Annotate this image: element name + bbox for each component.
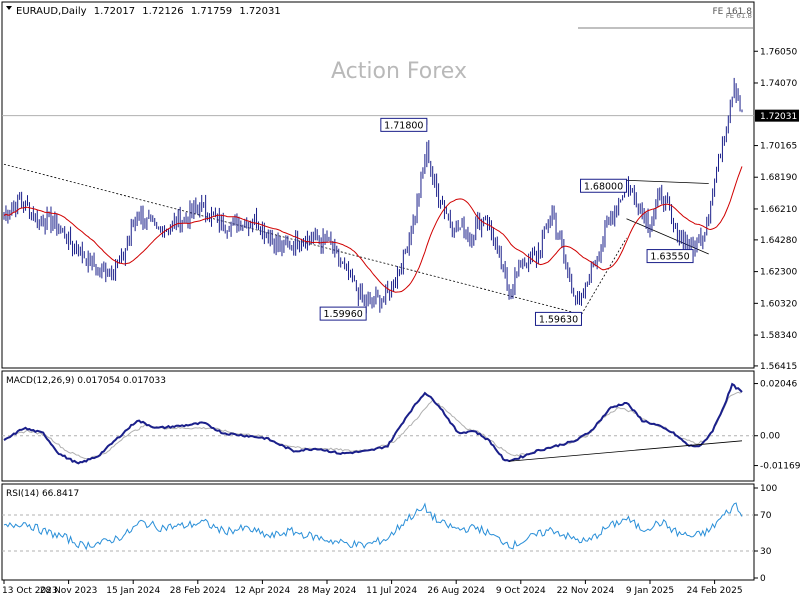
macd-layer	[2, 382, 754, 465]
price-tick-label: 1.76050	[760, 47, 797, 57]
annotation-label: 1.68000	[584, 181, 623, 192]
time-tick-label: 9 Jan 2025	[626, 586, 674, 596]
macd-panel-border	[1, 370, 755, 482]
macd-tick-label: 0.02046	[760, 380, 797, 390]
annotation-label: 1.63550	[650, 252, 689, 263]
rsi-tick-label: 0	[760, 574, 766, 584]
current-price-label: 1.72031	[760, 112, 797, 122]
price-tick-label: 1.74070	[760, 79, 797, 89]
time-tick-label: 9 Oct 2024	[496, 586, 546, 596]
rsi-panel-border	[1, 483, 755, 581]
macd-trendline	[509, 440, 743, 462]
price-tick-label: 1.68190	[760, 173, 797, 183]
time-tick-label: 11 Jul 2024	[366, 586, 417, 596]
rsi-layer	[2, 502, 754, 552]
price-tick-label: 1.62300	[760, 268, 797, 278]
rsi-title: RSI(14) 66.8417	[6, 489, 79, 499]
macd-axis: 0.02046 0.00 -0.011697	[754, 380, 800, 472]
annotation-box	[534, 311, 582, 326]
price-tick-label: 1.58340	[760, 331, 797, 341]
time-tick-label: 24 Feb 2025	[687, 586, 743, 596]
annotation-label: 1.71800	[384, 120, 423, 131]
symbol-label: EURAUD,Daily	[16, 6, 87, 17]
dropdown-icon[interactable]	[6, 6, 12, 10]
price-tick-label: 1.66210	[760, 205, 797, 215]
rsi-axis: 100 70 30 0	[754, 484, 777, 584]
time-tick-label: 22 Nov 2024	[557, 586, 615, 596]
symbol-line: EURAUD,Daily 1.72017 1.72126 1.71759 1.7…	[16, 6, 281, 17]
price-axis: 1.76050 1.74070 1.70165 1.68190 1.66210 1.642…	[754, 47, 799, 372]
annotation-label: 1.59960	[324, 309, 363, 320]
price-panel-border	[1, 1, 755, 369]
trendline	[581, 237, 627, 315]
price-tick-label: 1.64280	[760, 236, 797, 246]
annotation-box	[380, 117, 428, 132]
annotation-box	[319, 306, 367, 321]
price-tick-label: 1.70165	[760, 142, 797, 152]
price-grid	[2, 27, 754, 117]
close-value: 1.72031	[239, 6, 280, 17]
current-price-box	[755, 109, 799, 122]
watermark: Action Forex	[331, 59, 467, 84]
annotation-box	[646, 249, 694, 264]
low-value: 1.71759	[191, 6, 232, 17]
trendline	[3, 163, 582, 315]
open-value: 1.72017	[94, 6, 135, 17]
high-value: 1.72126	[142, 6, 183, 17]
time-tick-label: 13 Oct 2023	[2, 586, 58, 596]
annotation-label: 1.59630	[539, 314, 578, 325]
rsi-tick-label: 70	[760, 511, 772, 521]
price-annotations: 1.71800 1.59960 1.59630 1.68000 1.63550	[319, 117, 694, 326]
rsi-tick-label: 100	[760, 484, 777, 494]
moving-average-line	[3, 166, 743, 293]
time-tick-label: 15 Jan 2024	[106, 586, 160, 596]
macd-tick-label: 0.00	[760, 432, 780, 442]
time-tick-label: 28 May 2024	[298, 586, 357, 596]
price-tick-label: 1.60320	[760, 299, 797, 309]
rsi-tick-label: 30	[760, 547, 772, 557]
rsi-line	[3, 502, 743, 551]
macd-tick-label: -0.011697	[760, 462, 800, 472]
fe-label-small: FE 61.8	[726, 12, 752, 20]
time-tick-label: 28 Nov 2023	[40, 586, 98, 596]
macd-title: MACD(12,26,9) 0.017054 0.017033	[6, 376, 166, 386]
price-tick-label: 1.56415	[760, 362, 797, 372]
time-tick-label: 28 Feb 2024	[170, 586, 226, 596]
macd-line	[3, 382, 743, 465]
time-tick-label: 26 Aug 2024	[427, 586, 485, 596]
time-tick-label: 12 Apr 2024	[235, 586, 291, 596]
fe-label: FE 161.8	[713, 7, 753, 17]
trendline	[626, 179, 709, 184]
annotation-box	[580, 178, 628, 193]
